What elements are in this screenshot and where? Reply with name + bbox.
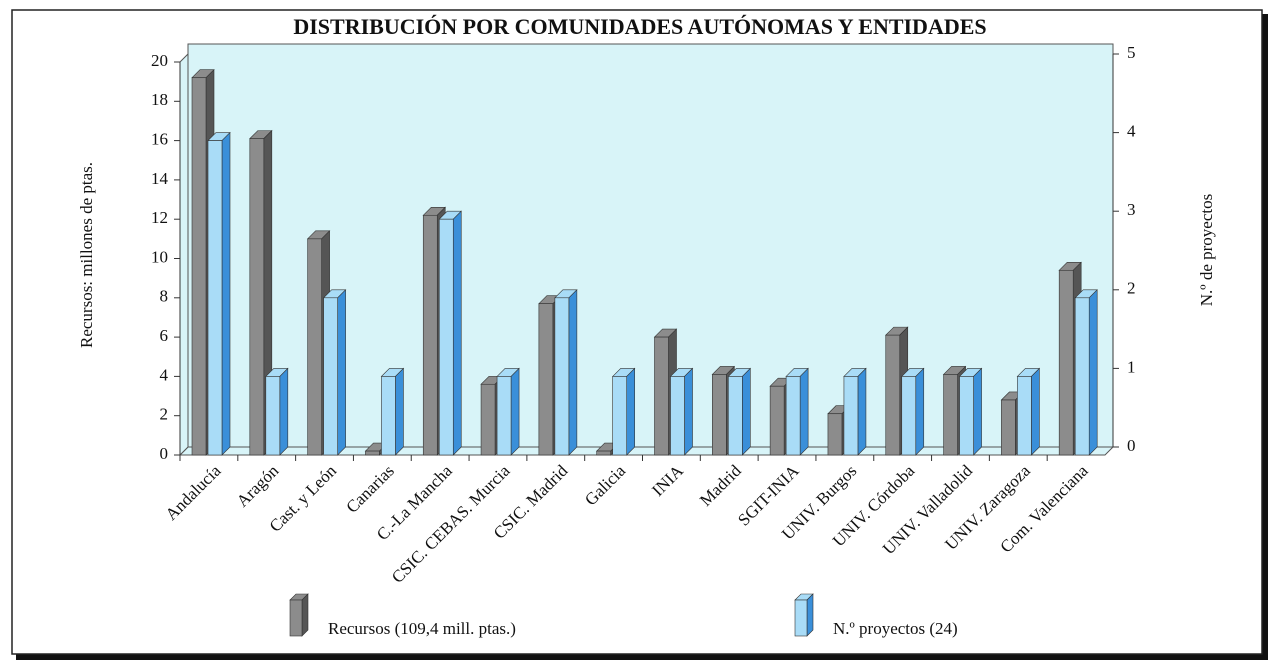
legend-swatch-side	[301, 593, 309, 637]
bar	[323, 297, 338, 456]
y-tick-label: 4	[160, 365, 169, 384]
bar	[943, 374, 958, 456]
bar-side	[742, 367, 751, 456]
bar	[728, 376, 743, 456]
bar	[885, 334, 901, 456]
y-tick-label: 12	[151, 208, 168, 227]
bar-side	[684, 367, 693, 456]
bar	[959, 376, 974, 456]
bar-side	[395, 367, 404, 456]
bar	[538, 303, 554, 456]
bar	[843, 376, 859, 456]
bar-side	[337, 289, 346, 456]
y2-tick-label: 2	[1127, 279, 1136, 298]
bar-side	[452, 210, 462, 456]
bar	[438, 218, 454, 456]
bar	[381, 376, 396, 456]
bar	[712, 374, 727, 456]
bar	[249, 138, 265, 456]
legend-swatch	[289, 599, 303, 637]
y-tick-label: 14	[151, 169, 169, 188]
bar	[480, 383, 496, 456]
y2-axis-title: N.º de proyectos	[1197, 194, 1216, 306]
bar	[496, 376, 512, 456]
y2-tick-label: 0	[1127, 436, 1136, 455]
bar-side	[915, 367, 925, 456]
bar	[191, 77, 207, 456]
legend-swatch	[794, 599, 808, 637]
bar	[265, 376, 281, 456]
bar-side	[510, 367, 520, 456]
bar	[1058, 269, 1074, 456]
bar	[307, 238, 322, 456]
y-tick-label: 0	[160, 444, 169, 463]
y2-tick-label: 5	[1127, 43, 1136, 62]
bar-side	[1088, 289, 1098, 456]
bar	[207, 140, 223, 456]
left-wall	[179, 52, 189, 457]
y2-tick-label: 3	[1127, 200, 1136, 219]
y-axis-title: Recursos: millones de ptas.	[77, 162, 96, 348]
y-tick-label: 6	[160, 326, 169, 345]
bar	[769, 385, 785, 456]
bar	[654, 336, 669, 456]
bar	[670, 376, 685, 456]
legend-label: N.º proyectos (24)	[833, 619, 958, 638]
bar	[1017, 376, 1032, 456]
y-tick-label: 2	[160, 405, 169, 424]
y-tick-label: 10	[151, 247, 168, 266]
y-tick-label: 18	[151, 90, 168, 109]
bar	[1001, 399, 1016, 456]
bar	[1074, 297, 1090, 456]
bar-side	[799, 367, 809, 456]
chart-title: DISTRIBUCIÓN POR COMUNIDADES AUTÓNOMAS Y…	[293, 14, 986, 39]
bar	[422, 214, 438, 456]
bar-side	[626, 367, 635, 456]
y2-tick-label: 4	[1127, 122, 1136, 141]
bar	[596, 450, 611, 456]
legend-swatch-side	[806, 593, 814, 637]
bar	[554, 297, 570, 456]
bar-side	[857, 367, 867, 456]
bar-side	[279, 367, 289, 456]
bar	[785, 376, 801, 456]
y-tick-label: 8	[160, 287, 169, 306]
bar	[827, 413, 843, 456]
y2-tick-label: 1	[1127, 357, 1136, 376]
frame-shadow	[16, 654, 1266, 660]
bar-side	[1031, 367, 1040, 456]
legend-label: Recursos (109,4 mill. ptas.)	[328, 619, 516, 638]
y-tick-label: 16	[151, 130, 168, 149]
frame-shadow	[1262, 14, 1268, 660]
y-tick-label: 20	[151, 51, 168, 70]
bar-side	[568, 289, 578, 456]
bar	[901, 376, 917, 456]
bar-side	[973, 367, 982, 456]
bar	[612, 376, 627, 456]
bar-side	[221, 131, 231, 456]
bar	[365, 450, 380, 456]
